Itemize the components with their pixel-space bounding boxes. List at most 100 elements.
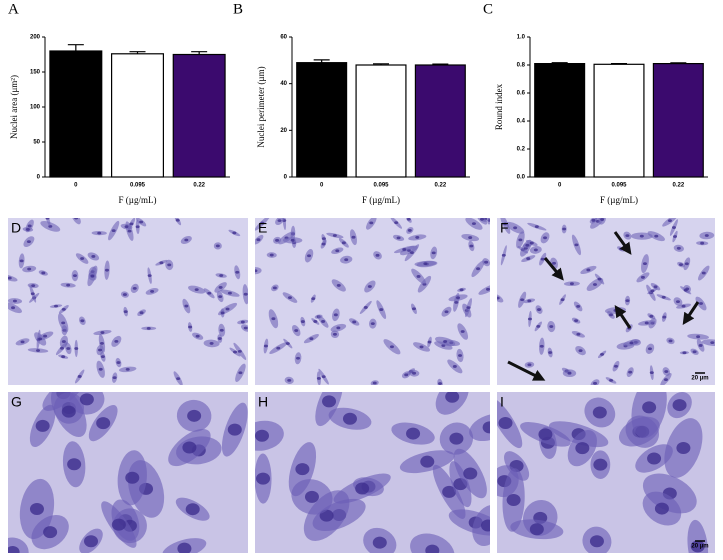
nucleus (26, 240, 31, 244)
nucleus (454, 300, 459, 304)
nucleus (469, 244, 474, 248)
nucleus (445, 392, 460, 403)
nucleus (243, 292, 248, 296)
nucleus (609, 378, 614, 382)
nucleus (139, 311, 144, 315)
nucleus (125, 367, 130, 371)
nucleus (379, 308, 384, 311)
nucleus (592, 283, 597, 286)
error-bar (313, 59, 330, 63)
arrow (682, 301, 700, 325)
nucleus (215, 244, 220, 248)
nucleus (332, 332, 337, 336)
nucleus (124, 225, 129, 229)
nucleus (98, 348, 103, 352)
nucleus (664, 370, 669, 373)
nucleus (185, 503, 200, 516)
nucleus (182, 441, 197, 454)
nucleus (412, 371, 417, 375)
y-axis-label: Nuclei perimeter (µm) (256, 66, 266, 147)
nucleus (105, 268, 110, 272)
nucleus (529, 241, 534, 245)
nucleus (80, 319, 85, 323)
nucleus (525, 243, 530, 247)
nucleus (209, 342, 214, 345)
micrograph-label: F (500, 220, 509, 236)
nucleus (567, 371, 572, 375)
nucleus (77, 375, 82, 378)
nucleus (271, 317, 276, 321)
nucleus (569, 282, 574, 286)
x-tick-label: 0.095 (611, 183, 627, 189)
nucleus (20, 340, 25, 344)
nucleus (613, 309, 618, 312)
nucleus (96, 417, 111, 430)
nucleus (335, 249, 340, 253)
nucleus (147, 274, 152, 278)
nucleus (592, 406, 607, 419)
nucleus (369, 221, 374, 225)
nucleus (66, 347, 71, 350)
nucleus (649, 371, 654, 375)
micrograph-label: E (258, 220, 267, 236)
y-tick-label: 60 (280, 35, 287, 41)
nucleus (146, 326, 151, 330)
nucleus (460, 330, 465, 333)
nucleus (458, 354, 463, 357)
nucleus (296, 356, 301, 360)
nucleus (404, 373, 409, 377)
nucleus (370, 322, 375, 326)
nucleus (43, 526, 58, 539)
nucleus (683, 288, 688, 292)
nucleus (576, 332, 581, 336)
nucleus (442, 485, 457, 498)
nucleus (311, 297, 316, 301)
nucleus (574, 319, 579, 323)
y-tick-label: 40 (280, 81, 287, 87)
nucleus (600, 352, 605, 356)
nucleus (255, 269, 258, 273)
arrow (614, 305, 632, 329)
nucleus (476, 267, 481, 271)
error-bar (191, 51, 208, 55)
nucleus (195, 334, 200, 338)
micrograph-bg (8, 218, 248, 385)
nucleus (613, 364, 618, 368)
nucleus (240, 320, 245, 324)
nucleus (38, 337, 43, 341)
nucleus (696, 335, 701, 339)
nucleus (79, 393, 94, 406)
nucleus (593, 458, 608, 471)
nucleus (449, 432, 464, 445)
y-tick-label: 100 (30, 105, 41, 111)
nucleus (41, 271, 46, 275)
scale-bar-label: 20 µm (691, 544, 708, 550)
nucleus (8, 546, 20, 553)
nucleus (549, 325, 554, 328)
nucleus (653, 285, 658, 289)
nucleus (321, 242, 326, 246)
nucleus (431, 251, 436, 255)
nucleus (372, 381, 377, 385)
micrograph (255, 218, 490, 385)
nucleus (114, 339, 119, 343)
nucleus (539, 344, 544, 348)
nucleus (269, 253, 274, 257)
nucleus (12, 299, 17, 303)
nucleus (54, 304, 59, 308)
nucleus (593, 381, 598, 385)
nucleus (233, 350, 238, 354)
micrograph (8, 218, 248, 385)
nucleus (90, 274, 95, 278)
nucleus (527, 299, 532, 303)
nucleus (184, 238, 189, 242)
nucleus (321, 237, 326, 241)
nucleus (99, 341, 104, 345)
nucleus (471, 222, 476, 226)
nucleus (692, 350, 697, 354)
x-tick-label: 0 (558, 183, 562, 189)
error-bar (432, 63, 449, 65)
nucleus (309, 337, 314, 341)
bar (652, 62, 704, 178)
